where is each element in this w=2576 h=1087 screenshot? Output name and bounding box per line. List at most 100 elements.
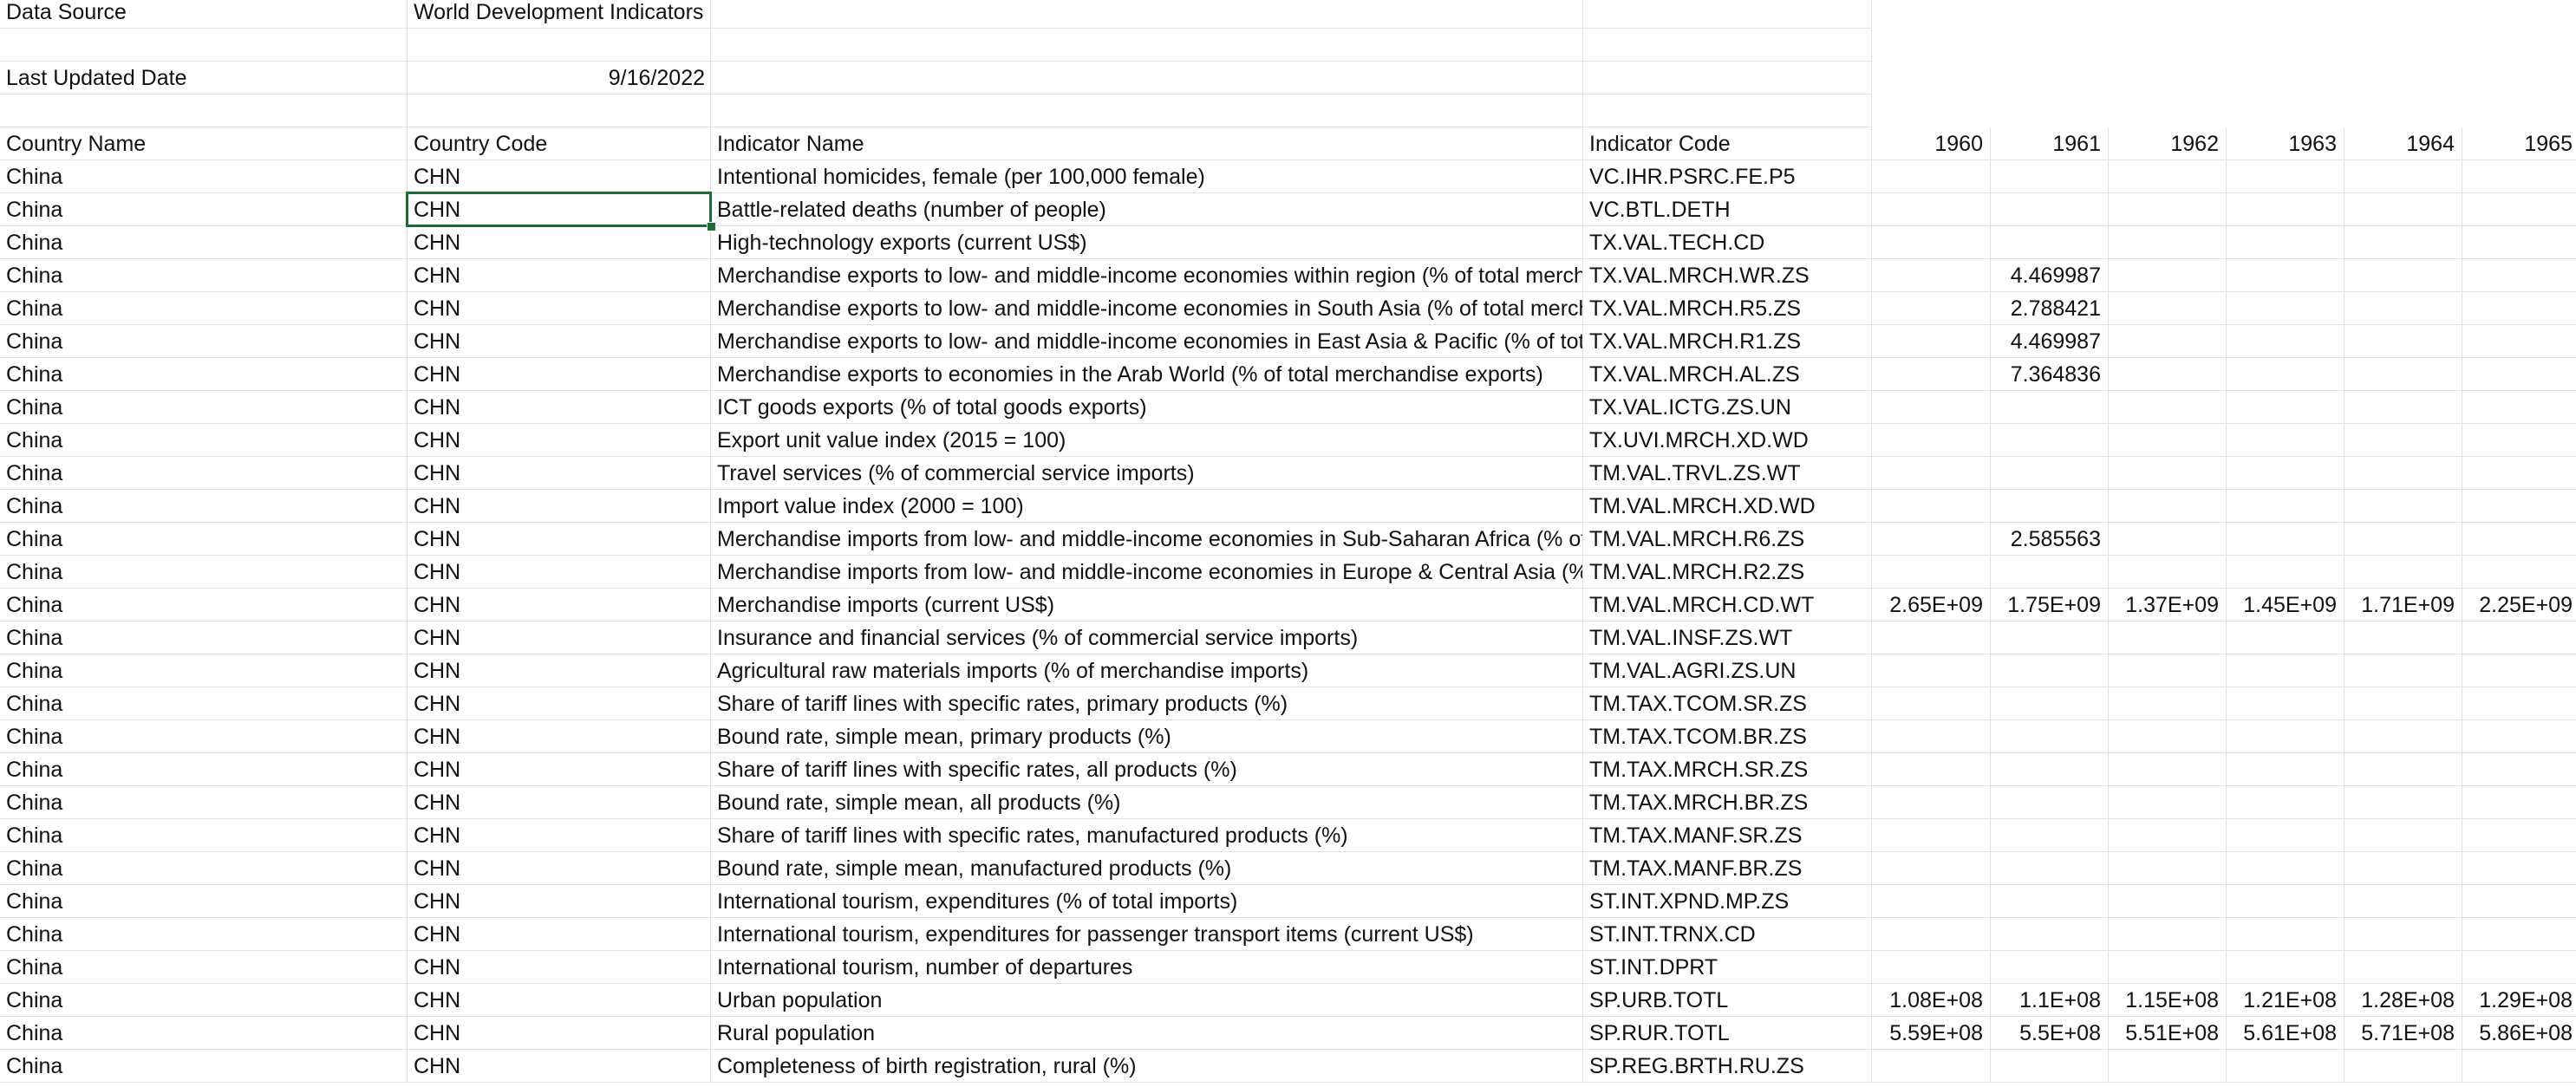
year-1965-cell[interactable]: [2462, 424, 2576, 457]
indicator-name-cell[interactable]: Urban population: [711, 984, 1583, 1017]
year-1962-cell[interactable]: [2109, 391, 2227, 424]
indicator-code-cell[interactable]: TM.TAX.MANF.BR.ZS: [1583, 852, 1872, 885]
indicator-code-cell[interactable]: TX.VAL.MRCH.AL.ZS: [1583, 358, 1872, 391]
indicator-name-cell[interactable]: Travel services (% of commercial service…: [711, 457, 1583, 490]
year-1960-cell[interactable]: [1872, 786, 1991, 819]
year-1964-cell[interactable]: [2344, 490, 2462, 523]
year-1965-cell[interactable]: [2462, 490, 2576, 523]
year-1962-cell[interactable]: [2109, 325, 2227, 358]
year-1965-cell[interactable]: [2462, 1050, 2576, 1083]
year-1960-cell[interactable]: [1872, 753, 1991, 786]
year-1961-cell[interactable]: [1991, 424, 2109, 457]
year-1965-cell[interactable]: [2462, 852, 2576, 885]
country-name-cell[interactable]: China: [0, 1050, 408, 1083]
year-1964-cell[interactable]: [2344, 523, 2462, 556]
year-1961-cell[interactable]: 2.585563: [1991, 523, 2109, 556]
year-1965-cell[interactable]: 2.25E+09: [2462, 589, 2576, 622]
country-code-cell[interactable]: CHN: [408, 622, 711, 654]
indicator-code-cell[interactable]: ST.INT.DPRT: [1583, 951, 1872, 984]
sheet-cell[interactable]: [0, 29, 408, 62]
indicator-name-cell[interactable]: Merchandise exports to low- and middle-i…: [711, 259, 1583, 292]
indicator-code-cell[interactable]: TM.VAL.MRCH.R2.ZS: [1583, 556, 1872, 589]
country-name-cell[interactable]: China: [0, 687, 408, 720]
country-code-cell[interactable]: CHN: [408, 918, 711, 951]
year-1960-cell[interactable]: [1872, 457, 1991, 490]
year-1961-cell[interactable]: [1991, 885, 2109, 918]
year-1965-cell[interactable]: [2462, 556, 2576, 589]
country-name-cell[interactable]: China: [0, 325, 408, 358]
year-1960-cell[interactable]: [1872, 622, 1991, 654]
sheet-cell[interactable]: [711, 0, 1583, 29]
year-1962-cell[interactable]: [2109, 292, 2227, 325]
country-code-cell[interactable]: CHN: [408, 819, 711, 852]
year-1960-cell[interactable]: [1872, 951, 1991, 984]
year-1964-cell[interactable]: [2344, 556, 2462, 589]
year-1961-cell[interactable]: 4.469987: [1991, 325, 2109, 358]
year-1960-cell[interactable]: 1.08E+08: [1872, 984, 1991, 1017]
country-code-cell[interactable]: CHN: [408, 654, 711, 687]
year-1965-cell[interactable]: [2462, 885, 2576, 918]
year-1964-cell[interactable]: [2344, 720, 2462, 753]
year-1961-cell[interactable]: [1991, 819, 2109, 852]
year-1960-cell[interactable]: [1872, 193, 1991, 226]
year-1964-cell[interactable]: 1.28E+08: [2344, 984, 2462, 1017]
header-year-1962[interactable]: 1962: [2109, 127, 2227, 160]
year-1965-cell[interactable]: [2462, 523, 2576, 556]
year-1961-cell[interactable]: [1991, 391, 2109, 424]
country-code-cell[interactable]: CHN: [408, 325, 711, 358]
year-1965-cell[interactable]: [2462, 622, 2576, 654]
country-name-cell[interactable]: China: [0, 951, 408, 984]
year-1961-cell[interactable]: [1991, 160, 2109, 193]
year-1962-cell[interactable]: [2109, 622, 2227, 654]
year-1960-cell[interactable]: [1872, 687, 1991, 720]
country-name-cell[interactable]: China: [0, 226, 408, 259]
indicator-code-cell[interactable]: SP.RUR.TOTL: [1583, 1017, 1872, 1050]
year-1960-cell[interactable]: [1872, 885, 1991, 918]
sheet-cell[interactable]: [1583, 0, 1872, 29]
sheet-cell[interactable]: [711, 62, 1583, 94]
country-code-cell[interactable]: CHN: [408, 852, 711, 885]
country-code-cell[interactable]: CHN: [408, 687, 711, 720]
year-1960-cell[interactable]: [1872, 523, 1991, 556]
year-1962-cell[interactable]: [2109, 1050, 2227, 1083]
year-1965-cell[interactable]: [2462, 457, 2576, 490]
year-1964-cell[interactable]: [2344, 391, 2462, 424]
year-1965-cell[interactable]: [2462, 226, 2576, 259]
year-1961-cell[interactable]: 5.5E+08: [1991, 1017, 2109, 1050]
year-1960-cell[interactable]: [1872, 654, 1991, 687]
fill-handle[interactable]: [707, 222, 716, 231]
country-name-cell[interactable]: China: [0, 160, 408, 193]
year-1963-cell[interactable]: [2227, 885, 2344, 918]
country-code-cell[interactable]: CHN: [408, 259, 711, 292]
year-1961-cell[interactable]: 1.1E+08: [1991, 984, 2109, 1017]
year-1961-cell[interactable]: [1991, 852, 2109, 885]
country-name-cell[interactable]: China: [0, 654, 408, 687]
indicator-name-cell[interactable]: Share of tariff lines with specific rate…: [711, 753, 1583, 786]
year-1961-cell[interactable]: [1991, 654, 2109, 687]
year-1964-cell[interactable]: [2344, 160, 2462, 193]
indicator-code-cell[interactable]: TX.UVI.MRCH.XD.WD: [1583, 424, 1872, 457]
header-country-name[interactable]: Country Name: [0, 127, 408, 160]
country-code-cell[interactable]: CHN: [408, 589, 711, 622]
country-code-cell[interactable]: CHN: [408, 523, 711, 556]
indicator-code-cell[interactable]: TM.VAL.MRCH.XD.WD: [1583, 490, 1872, 523]
indicator-code-cell[interactable]: TX.VAL.MRCH.R1.ZS: [1583, 325, 1872, 358]
indicator-code-cell[interactable]: TM.TAX.MRCH.SR.ZS: [1583, 753, 1872, 786]
year-1964-cell[interactable]: [2344, 786, 2462, 819]
year-1960-cell[interactable]: [1872, 424, 1991, 457]
year-1960-cell[interactable]: [1872, 391, 1991, 424]
year-1962-cell[interactable]: [2109, 556, 2227, 589]
country-code-cell[interactable]: CHN: [408, 753, 711, 786]
year-1960-cell[interactable]: [1872, 720, 1991, 753]
indicator-code-cell[interactable]: ST.INT.XPND.MP.ZS: [1583, 885, 1872, 918]
year-1961-cell[interactable]: [1991, 1050, 2109, 1083]
year-1962-cell[interactable]: [2109, 720, 2227, 753]
year-1960-cell[interactable]: [1872, 259, 1991, 292]
year-1963-cell[interactable]: 5.61E+08: [2227, 1017, 2344, 1050]
indicator-name-cell[interactable]: Share of tariff lines with specific rate…: [711, 687, 1583, 720]
country-name-cell[interactable]: China: [0, 424, 408, 457]
year-1961-cell[interactable]: [1991, 918, 2109, 951]
year-1963-cell[interactable]: [2227, 523, 2344, 556]
year-1964-cell[interactable]: [2344, 226, 2462, 259]
